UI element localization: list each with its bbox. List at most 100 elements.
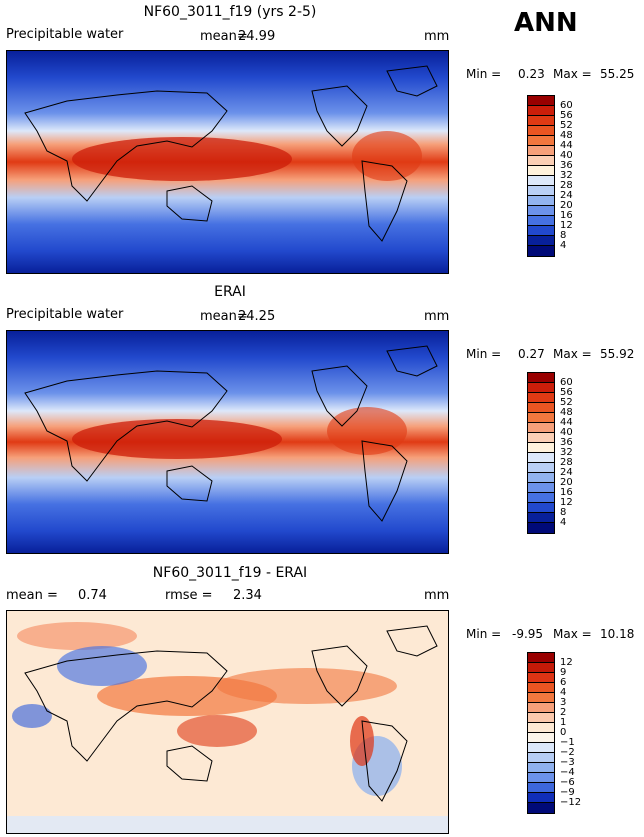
panel2-units: mm: [424, 309, 450, 324]
colorbar-cell: [528, 713, 554, 723]
panel3-rmse-label: rmse =: [165, 588, 213, 603]
colorbar-cell: [528, 423, 554, 433]
colorbar-tick-label: −2: [560, 747, 575, 758]
colorbar-tick-label: 6: [560, 677, 567, 688]
colorbar-cell: [528, 136, 554, 146]
coastlines: [24, 345, 438, 522]
colorbar-tick-label: −1: [560, 737, 575, 748]
colorbar-cell: [528, 723, 554, 733]
colorbar-cell: [528, 373, 554, 383]
colorbar-cell: [528, 663, 554, 673]
panel3-field: [7, 611, 448, 833]
panel1-min-value: 0.23: [518, 67, 545, 81]
panel1-max-value: 55.25: [600, 67, 635, 81]
colorbar-cell: [528, 803, 554, 813]
colorbar-tick-label: −12: [560, 797, 582, 808]
panel3-units: mm: [424, 588, 450, 603]
coastlines: [24, 625, 438, 802]
colorbar-cell: [528, 146, 554, 156]
colorbar-cell: [528, 433, 554, 443]
colorbar-cell: [528, 523, 554, 533]
colorbar-tick-label: 16: [560, 210, 573, 221]
colorbar-tick-label: 4: [560, 517, 567, 528]
colorbar-tick-label: 32: [560, 447, 573, 458]
colorbar-tick-label: 32: [560, 170, 573, 181]
panel3-mean-label: mean =: [6, 588, 58, 603]
colorbar-tick-label: 60: [560, 100, 573, 111]
colorbar-tick-label: 24: [560, 467, 573, 478]
colorbar-tick-label: 28: [560, 457, 573, 468]
panel2-mean-value: 24.25: [238, 309, 276, 324]
colorbar-cell: [528, 443, 554, 453]
colorbar-cell: [528, 156, 554, 166]
colorbar-cell: [528, 106, 554, 116]
season-label: ANN: [514, 8, 578, 38]
colorbar-cell: [528, 403, 554, 413]
panel2-variable: Precipitable water: [6, 307, 124, 322]
colorbar-cell: [528, 453, 554, 463]
colorbar-cell: [528, 703, 554, 713]
colorbar-cell: [528, 653, 554, 663]
panel3-max-label: Max =: [553, 627, 592, 641]
colorbar-tick-label: 4: [560, 240, 567, 251]
panel1-map: [6, 50, 449, 274]
colorbar-tick-label: 20: [560, 200, 573, 211]
panel2-max-value: 55.92: [600, 347, 635, 361]
colorbar-tick-label: −3: [560, 757, 575, 768]
panel2-map: [6, 330, 449, 554]
colorbar-tick-label: 44: [560, 140, 573, 151]
colorbar-cell: [528, 673, 554, 683]
colorbar-tick-label: 3: [560, 697, 567, 708]
colorbar-tick-label: 24: [560, 190, 573, 201]
colorbar-cell: [528, 413, 554, 423]
panel1-units: mm: [424, 29, 450, 44]
colorbar-tick-label: 16: [560, 487, 573, 498]
colorbar-cell: [528, 763, 554, 773]
panel3-title: NF60_3011_f19 - ERAI: [152, 565, 308, 581]
colorbar-cell: [528, 383, 554, 393]
colorbar-cell: [528, 96, 554, 106]
panel2-title: ERAI: [214, 284, 246, 300]
colorbar-cell: [528, 393, 554, 403]
coastlines: [24, 65, 438, 242]
colorbar-tick-label: 12: [560, 220, 573, 231]
colorbar-cell: [528, 493, 554, 503]
colorbar-cell: [528, 196, 554, 206]
colorbar-cell: [528, 186, 554, 196]
colorbar-tick-label: 12: [560, 497, 573, 508]
colorbar-cell: [528, 753, 554, 763]
colorbar-tick-label: 40: [560, 150, 573, 161]
colorbar-cell: [528, 483, 554, 493]
panel3-min-label: Min =: [466, 627, 502, 641]
colorbar-cell: [528, 206, 554, 216]
colorbar-cell: [528, 513, 554, 523]
colorbar-cell: [528, 503, 554, 513]
colorbar-tick-label: 60: [560, 377, 573, 388]
colorbar-tick-label: 28: [560, 180, 573, 191]
colorbar-cell: [528, 743, 554, 753]
colorbar-cell: [528, 246, 554, 256]
colorbar-tick-label: 20: [560, 477, 573, 488]
panel1-variable: Precipitable water: [6, 27, 124, 42]
colorbar-tick-label: 44: [560, 417, 573, 428]
colorbar-tick-label: 4: [560, 687, 567, 698]
colorbar-cell: [528, 236, 554, 246]
colorbar-cell: [528, 773, 554, 783]
colorbar-cell: [528, 793, 554, 803]
colorbar-cell: [528, 116, 554, 126]
colorbar-tick-label: −6: [560, 777, 575, 788]
colorbar-tick-label: 48: [560, 407, 573, 418]
colorbar-tick-label: −4: [560, 767, 575, 778]
colorbar-tick-label: 52: [560, 397, 573, 408]
panel1-title: NF60_3011_f19 (yrs 2-5): [143, 4, 317, 20]
colorbar-cell: [528, 126, 554, 136]
panel2-max-label: Max =: [553, 347, 592, 361]
panel1-field: [7, 51, 448, 273]
panel2-mean-label: mean=: [200, 309, 248, 324]
panel3-map: [6, 610, 449, 834]
panel3-max-value: 10.18: [600, 627, 635, 641]
colorbar-cell: [528, 463, 554, 473]
panel1-max-label: Max =: [553, 67, 592, 81]
colorbar-tick-label: 2: [560, 707, 567, 718]
panel2-field: [7, 331, 448, 553]
